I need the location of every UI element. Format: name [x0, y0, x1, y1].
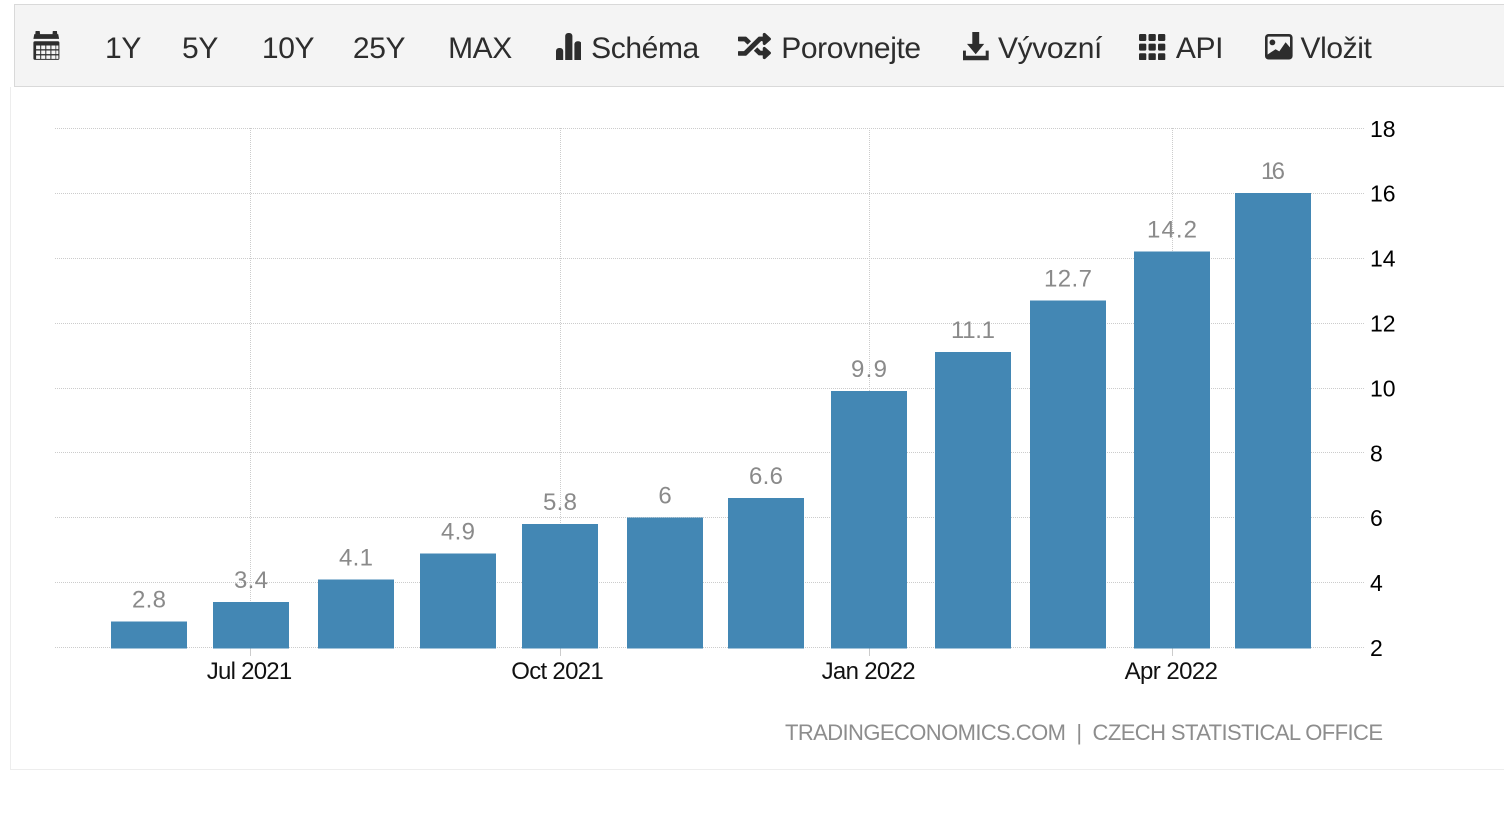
svg-text:16: 16 — [1261, 158, 1285, 185]
svg-text:18: 18 — [1370, 116, 1396, 142]
svg-text:4: 4 — [1370, 570, 1383, 596]
svg-text:5.8: 5.8 — [543, 489, 577, 516]
svg-text:12.7: 12.7 — [1044, 265, 1092, 292]
svg-text:Oct 2021: Oct 2021 — [511, 658, 604, 685]
svg-text:6: 6 — [658, 483, 671, 510]
svg-text:9.9: 9.9 — [851, 356, 887, 383]
svg-text:Jan 2022: Jan 2022 — [822, 658, 916, 685]
svg-text:2.8: 2.8 — [132, 587, 166, 614]
svg-text:8: 8 — [1370, 440, 1383, 466]
svg-text:Jul 2021: Jul 2021 — [207, 658, 293, 685]
svg-text:3.4: 3.4 — [234, 567, 268, 594]
svg-text:16: 16 — [1370, 181, 1396, 207]
svg-text:10: 10 — [1370, 375, 1396, 401]
svg-text:4.9: 4.9 — [441, 518, 475, 545]
svg-text:Apr 2022: Apr 2022 — [1125, 658, 1218, 685]
svg-text:14.2: 14.2 — [1147, 217, 1197, 244]
svg-text:14: 14 — [1370, 246, 1396, 272]
svg-text:6: 6 — [1370, 505, 1383, 531]
svg-text:4.1: 4.1 — [339, 544, 373, 571]
svg-text:12: 12 — [1370, 311, 1396, 337]
svg-text:6.6: 6.6 — [749, 463, 783, 490]
svg-text:2: 2 — [1370, 635, 1383, 661]
svg-text:TRADINGECONOMICS.COM | CZECH: TRADINGECONOMICS.COM | CZECH STATISTICAL… — [785, 720, 1383, 745]
svg-text:11.1: 11.1 — [951, 317, 995, 344]
